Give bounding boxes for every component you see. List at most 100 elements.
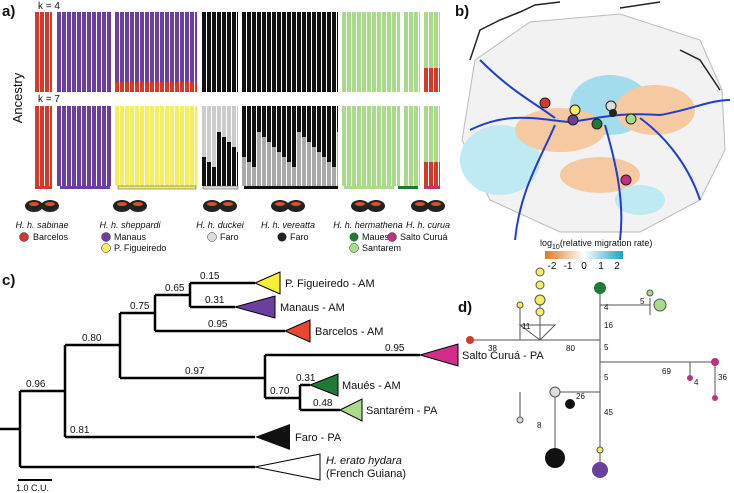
pop-dot xyxy=(207,232,217,242)
site xyxy=(539,97,551,109)
ancestry-block xyxy=(150,82,154,92)
site xyxy=(591,118,603,130)
support: 0.80 xyxy=(82,333,102,344)
ancestry-block xyxy=(165,12,169,92)
ancestry-block xyxy=(312,12,316,92)
ancestry-block xyxy=(282,106,286,186)
ancestry-block xyxy=(317,152,321,186)
clade-label: Faro - PA xyxy=(295,432,342,444)
ancestry-block xyxy=(297,12,301,92)
pop-dot xyxy=(101,243,111,253)
ancestry-block xyxy=(392,106,396,186)
ancestry-block xyxy=(115,82,119,92)
ancestry-block xyxy=(347,106,351,186)
ancestry-block xyxy=(272,12,276,92)
haplotype xyxy=(711,358,719,366)
ancestry-block xyxy=(160,82,164,92)
ancestry-block xyxy=(150,12,154,92)
ancestry-block xyxy=(115,12,119,92)
ancestry-block xyxy=(92,12,96,92)
ancestry-block xyxy=(145,12,149,92)
population: Santarem xyxy=(362,243,401,253)
pop-dot xyxy=(101,232,111,242)
ancestry-block xyxy=(35,106,39,186)
ancestry-block xyxy=(367,106,371,186)
ancestry-block xyxy=(140,106,144,186)
ancestry-block xyxy=(72,12,76,92)
band xyxy=(355,202,365,206)
ancestry-block xyxy=(302,137,306,186)
ancestry-block xyxy=(227,142,231,186)
haplotype xyxy=(516,416,524,424)
ancestry-block xyxy=(322,157,326,186)
blob xyxy=(515,108,605,152)
ancestry-block xyxy=(409,12,413,92)
group-bar xyxy=(244,186,338,189)
ancestry-block xyxy=(125,82,129,92)
ancestry-block xyxy=(272,106,276,186)
step-count: 11 xyxy=(522,322,531,331)
ancestry-block xyxy=(327,106,331,186)
ancestry-block xyxy=(145,82,149,92)
ancestry-block xyxy=(165,82,169,92)
band xyxy=(291,202,301,206)
band xyxy=(415,202,425,206)
ancestry-block xyxy=(212,12,216,92)
ancestry-block xyxy=(332,167,336,186)
ancestry-block xyxy=(140,12,144,92)
ancestry-block xyxy=(67,106,71,186)
site xyxy=(609,109,617,117)
step-count: 8 xyxy=(537,421,542,430)
ancestry-block xyxy=(57,106,61,186)
ancestry-block xyxy=(257,12,261,92)
support: 0.75 xyxy=(130,301,150,312)
ancestry-block xyxy=(312,106,316,186)
panel-label: a) xyxy=(2,3,15,20)
ancestry-block xyxy=(362,106,366,186)
pop-dot xyxy=(349,232,359,242)
blob xyxy=(560,157,640,193)
ancestry-block xyxy=(247,106,251,186)
ancestry-block xyxy=(175,82,179,92)
support: 0.81 xyxy=(70,425,90,436)
taxon: H. h. curua xyxy=(406,220,450,230)
panel-d: d) 11 38 80 4 5 16 5 5 69 4 36 26 45 8 xyxy=(458,267,727,478)
clade xyxy=(308,373,339,397)
ancestry-block xyxy=(429,162,433,186)
clade-label: (French Guiana) xyxy=(326,468,406,480)
panel-label: d) xyxy=(458,299,472,316)
ancestry-block xyxy=(135,12,139,92)
haplotype xyxy=(545,448,565,468)
support: 0.96 xyxy=(26,379,46,390)
support: 0.65 xyxy=(165,283,185,294)
ancestry-block xyxy=(207,12,211,92)
ancestry-block xyxy=(67,12,71,92)
ancestry-block xyxy=(277,12,281,92)
ancestry-block xyxy=(357,106,361,186)
legend-title: log10(relative migration rate) xyxy=(540,238,652,251)
ancestry-block xyxy=(212,106,216,186)
ancestry-block xyxy=(287,106,291,186)
clade-label: Santarém - PA xyxy=(366,405,438,417)
haplotype xyxy=(687,375,693,381)
ancestry-block xyxy=(277,152,281,186)
ancestry-block xyxy=(332,106,336,186)
ancestry-block xyxy=(222,137,226,186)
ancestry-block xyxy=(185,82,189,92)
ancestry-block xyxy=(232,147,236,186)
support: 0.15 xyxy=(200,271,220,282)
ancestry-block xyxy=(439,162,440,186)
ancestry-block xyxy=(367,12,371,92)
ancestry-block xyxy=(277,106,281,186)
ancestry-block xyxy=(107,106,111,186)
step-count: 26 xyxy=(576,392,585,401)
haplotype xyxy=(594,282,606,294)
ancestry-block xyxy=(195,12,197,92)
ancestry-block xyxy=(87,106,91,186)
legend-tick: -1 xyxy=(564,261,573,272)
ancestry-block xyxy=(242,12,246,92)
ancestry-block xyxy=(135,106,139,186)
k-label: k = 7 xyxy=(38,94,60,105)
ancestry-block xyxy=(267,142,271,186)
legend-tick: 0 xyxy=(581,261,587,272)
